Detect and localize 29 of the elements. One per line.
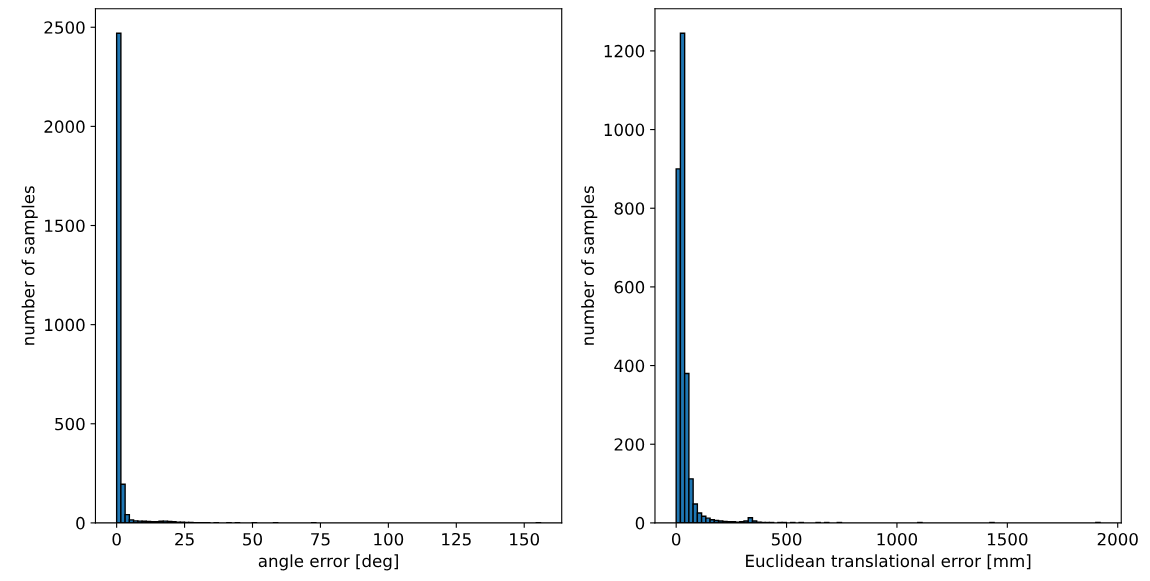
- y-axis-title: number of samples: [21, 186, 38, 345]
- y-tick-label: 600: [614, 280, 645, 294]
- y-tick-label: 1000: [45, 318, 85, 332]
- y-tick-label: 400: [614, 359, 645, 373]
- x-axis-title: Euclidean translational error [mm]: [746, 554, 1031, 570]
- y-tick-label: 2500: [44, 21, 85, 34]
- x-tick-label: 0: [112, 532, 121, 546]
- y-tick-label: 200: [614, 438, 645, 451]
- x-tick-label: 150: [510, 532, 540, 546]
- y-tick-label: 0: [635, 516, 645, 530]
- x-tick-label: 2000: [1097, 532, 1138, 546]
- x-tick-label: 25: [175, 532, 194, 546]
- y-tick-label: 1200: [604, 44, 645, 58]
- y-axis-title: number of samples: [581, 186, 598, 345]
- x-tick-label: 100: [374, 532, 404, 546]
- y-tick-label: 2000: [44, 120, 85, 133]
- x-tick-label: 1000: [877, 532, 918, 546]
- x-tick-label: 1500: [987, 532, 1028, 546]
- x-tick-label: 0: [671, 532, 681, 546]
- y-tick-label: 1500: [45, 219, 85, 233]
- y-tick-label: 1000: [604, 123, 645, 137]
- x-tick-label: 75: [311, 533, 330, 546]
- y-tick-label: 500: [55, 417, 85, 431]
- x-tick-label: 125: [442, 532, 471, 546]
- x-tick-label: 50: [243, 532, 262, 546]
- x-tick-label: 500: [771, 532, 802, 546]
- y-tick-label: 800: [614, 202, 645, 215]
- x-axis-title: angle error [deg]: [258, 554, 398, 571]
- y-tick-label: 0: [76, 516, 85, 530]
